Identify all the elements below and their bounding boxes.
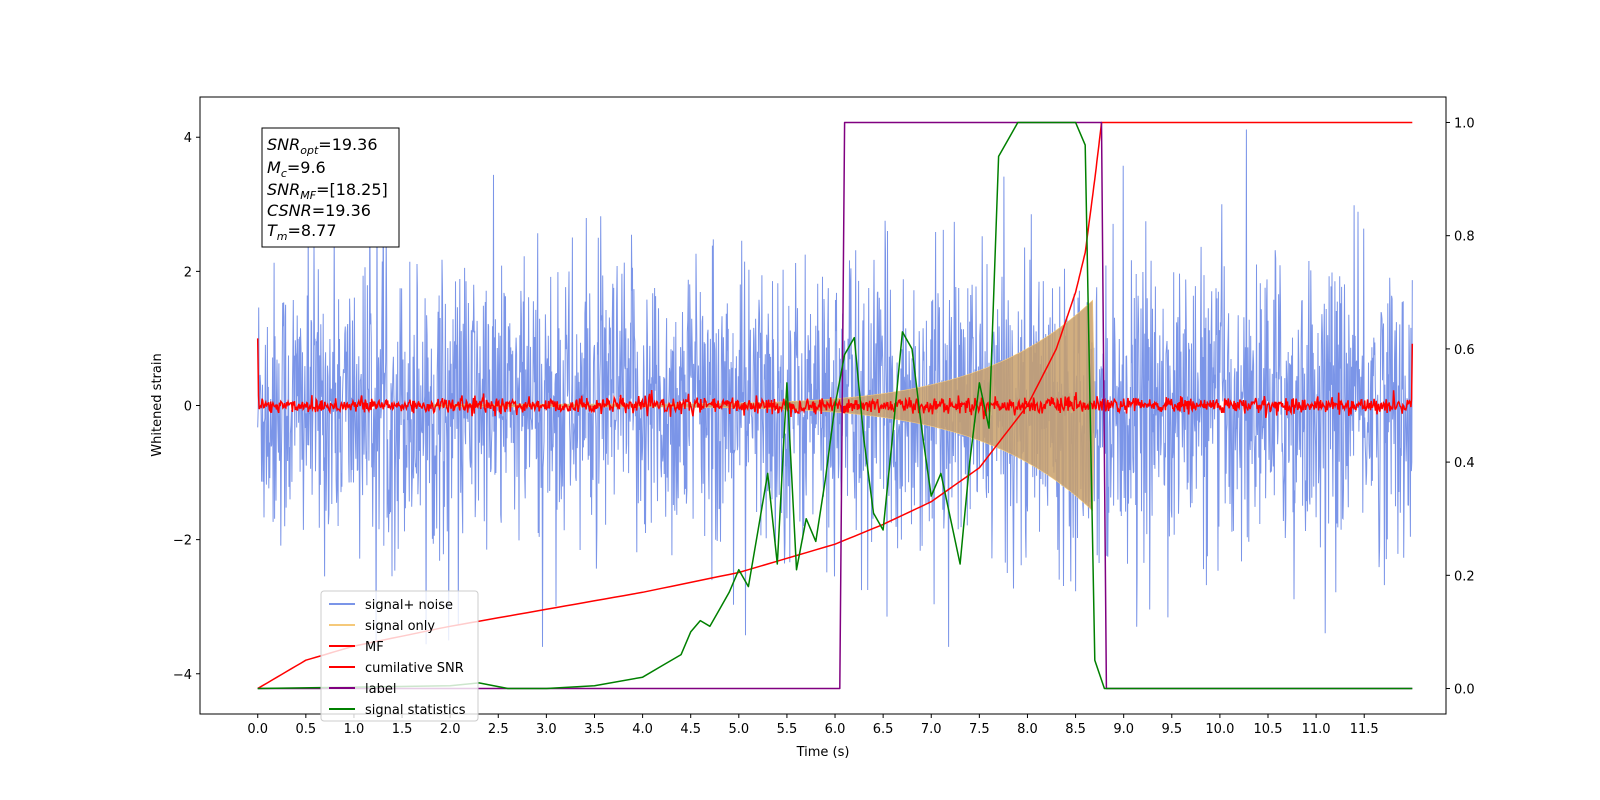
legend-label: cumilative SNR	[365, 661, 464, 676]
x-tick-label: 9.5	[1161, 722, 1182, 737]
x-tick-label: 3.5	[584, 722, 605, 737]
x-tick-label: 3.0	[536, 722, 557, 737]
y-tick-label: 2	[184, 265, 192, 280]
legend-label: signal only	[365, 619, 435, 634]
x-axis: 0.0 0.5 1.0 1.5 2.0 2.5 3.0 3.5 4.0 4.5 5.0 5.5 6.0 6…	[247, 714, 1379, 737]
annotation-tm: Tm=8.77	[267, 221, 337, 243]
y2-tick-label: 0.2	[1454, 569, 1475, 584]
series-signal-noise	[257, 129, 1413, 647]
x-tick-label: 5.0	[728, 722, 749, 737]
y2-tick-label: 0.4	[1454, 456, 1475, 471]
x-tick-label: 10.5	[1254, 722, 1283, 737]
y2-tick-label: 0.0	[1454, 683, 1475, 698]
legend-label: signal+ noise	[365, 598, 453, 613]
x-tick-label: 7.0	[921, 722, 942, 737]
y2-tick-label: 0.6	[1454, 343, 1475, 358]
annotation-snr-opt: SNRopt=19.36	[267, 135, 378, 157]
legend-label: label	[365, 682, 396, 697]
x-tick-label: 8.0	[1017, 722, 1038, 737]
x-tick-label: 10.0	[1205, 722, 1234, 737]
x-tick-label: 2.5	[488, 722, 509, 737]
x-tick-label: 11.0	[1302, 722, 1331, 737]
legend: signal+ noise signal only MF cumilative SNR…	[320, 590, 479, 722]
x-tick-label: 7.5	[969, 722, 990, 737]
y2-tick-label: 0.8	[1454, 230, 1475, 245]
x-tick-label: 0.0	[247, 722, 268, 737]
x-tick-label: 8.5	[1065, 722, 1086, 737]
x-tick-label: 5.5	[777, 722, 798, 737]
x-tick-label: 0.5	[295, 722, 316, 737]
x-tick-label: 9.0	[1113, 722, 1134, 737]
y2-tick-label: 1.0	[1454, 116, 1475, 131]
y-axis-label: Whitened strain	[150, 353, 165, 456]
x-tick-label: 4.5	[680, 722, 701, 737]
y-tick-label: 4	[184, 131, 192, 146]
y-tick-label: −4	[173, 668, 192, 683]
legend-label: signal statistics	[365, 703, 466, 718]
y-tick-label: −2	[173, 534, 192, 549]
annotation-csnr: CSNR=19.36	[267, 201, 371, 220]
x-tick-label: 6.0	[825, 722, 846, 737]
x-tick-label: 2.0	[440, 722, 461, 737]
legend-label: MF	[365, 640, 384, 655]
series-signal-statistics	[257, 121, 1413, 690]
x-tick-label: 6.5	[873, 722, 894, 737]
y-axis-right: 0.0 0.2 0.4 0.6 0.8 1.0	[1446, 116, 1475, 698]
annotation-mc: Mc=9.6	[267, 158, 326, 180]
y-tick-label: 0	[184, 400, 192, 415]
y-axis-left: −4 −2 0 2 4	[173, 131, 200, 683]
annotation-box: SNRopt=19.36 Mc=9.6 SNRMF=[18.25] CSNR=1…	[261, 127, 400, 248]
x-tick-label: 4.0	[632, 722, 653, 737]
annotation-snr-mf: SNRMF=[18.25]	[267, 180, 388, 202]
x-axis-label: Time (s)	[796, 745, 850, 760]
x-tick-label: 11.5	[1350, 722, 1379, 737]
x-tick-label: 1.5	[392, 722, 413, 737]
x-tick-label: 1.0	[344, 722, 365, 737]
